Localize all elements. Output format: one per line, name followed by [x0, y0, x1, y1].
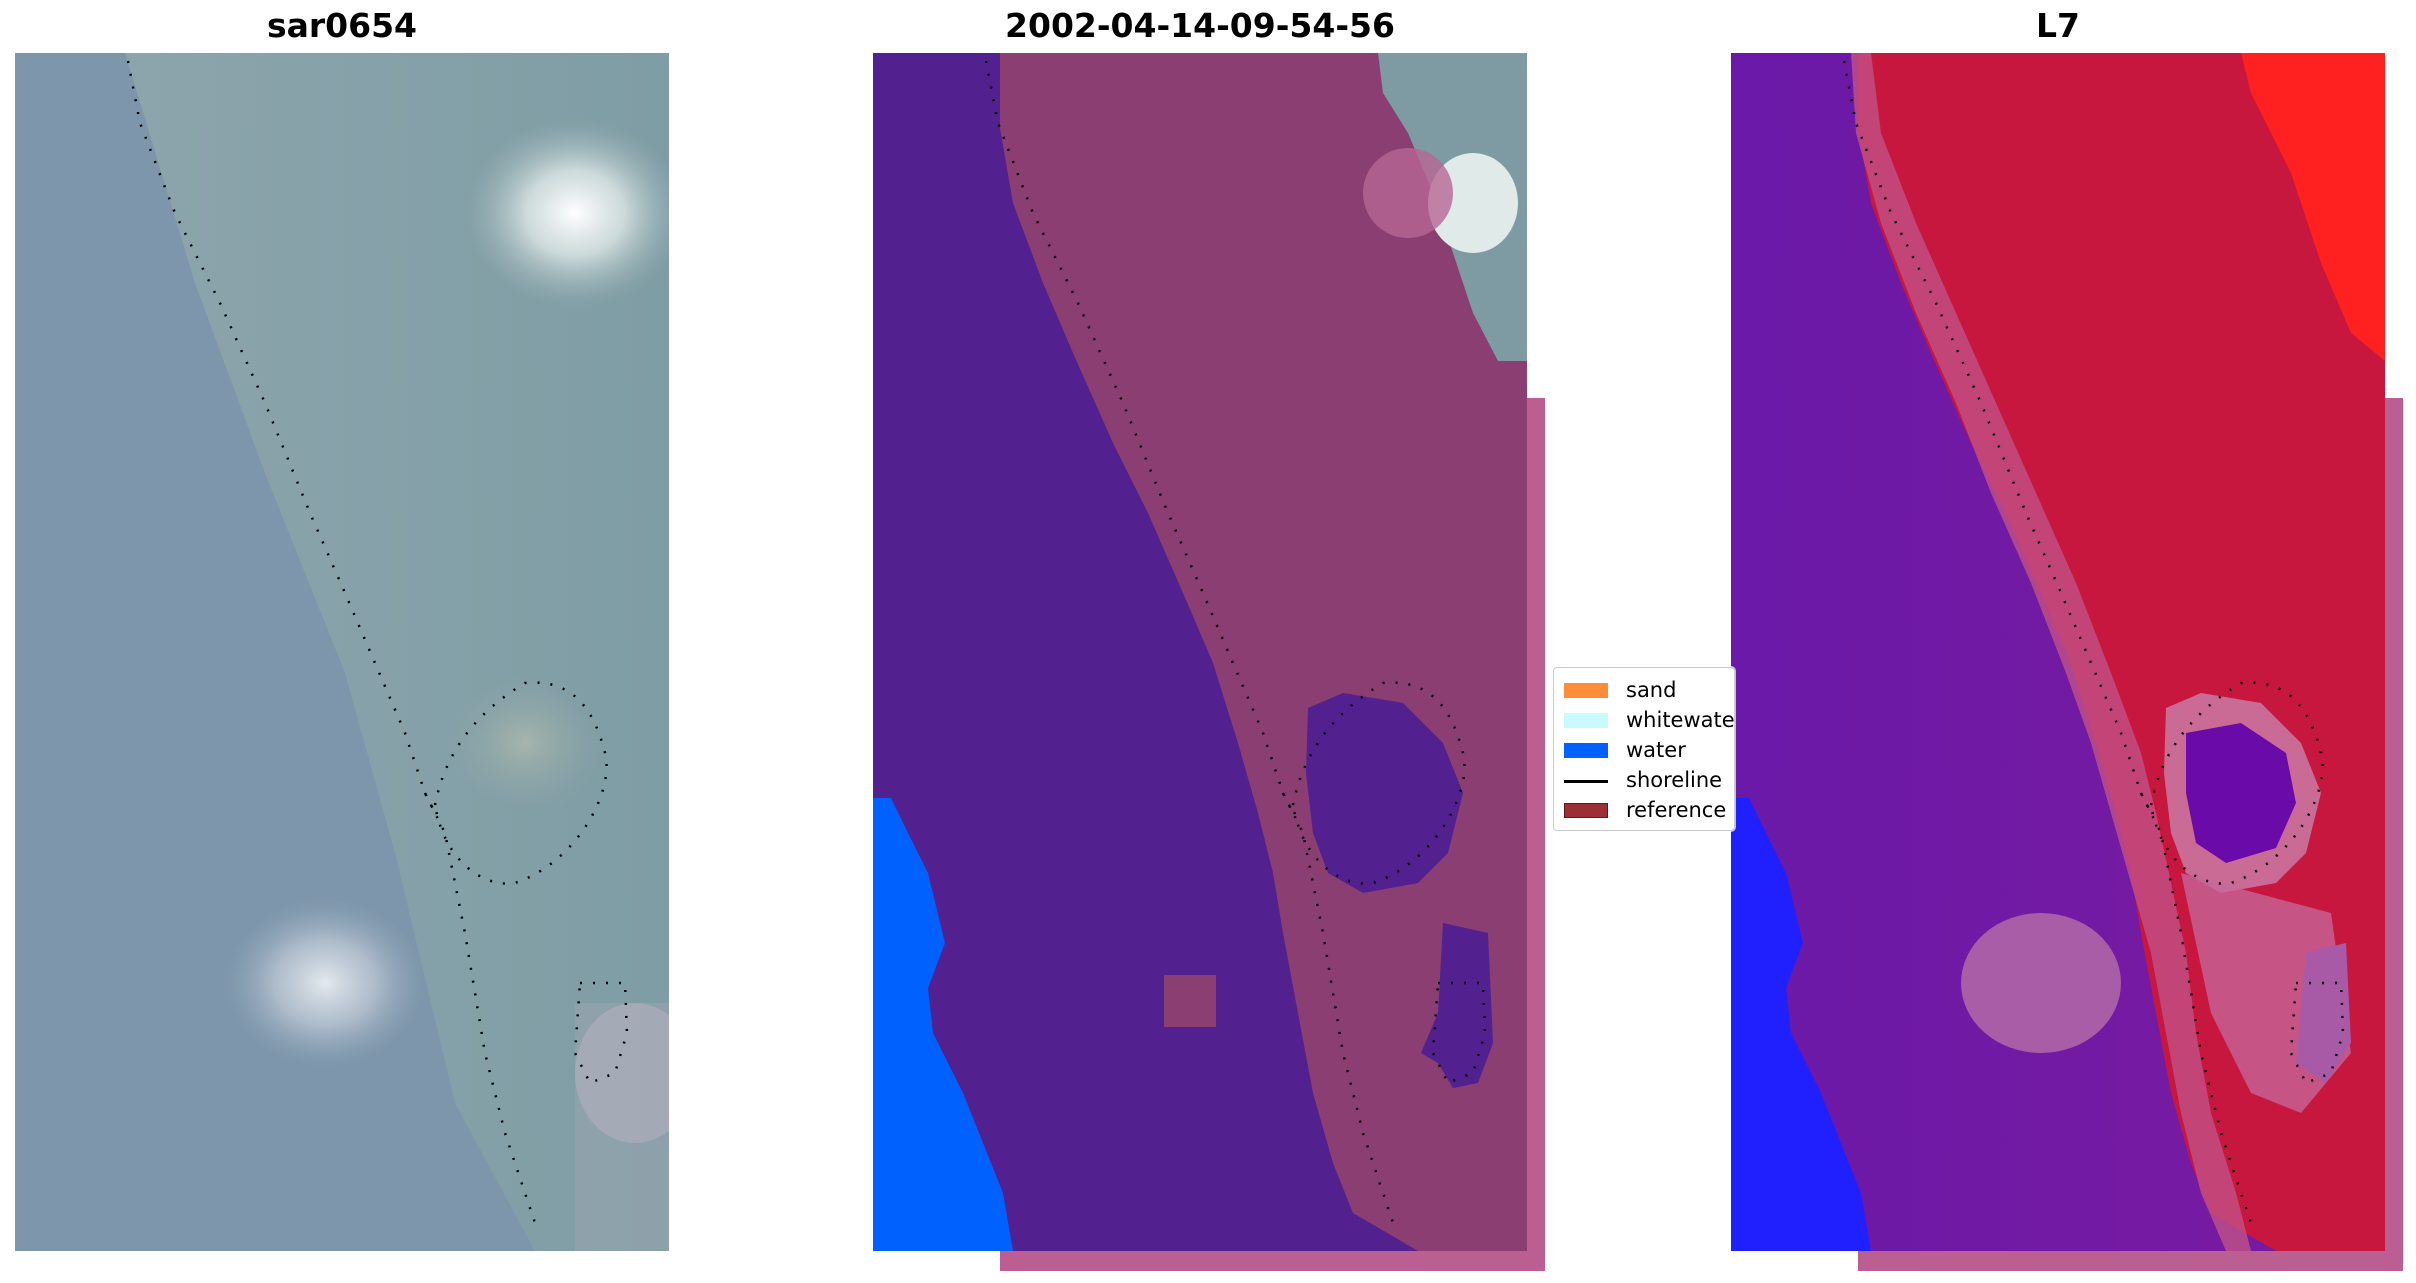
- classification-image: [873, 53, 1545, 1271]
- sand-swatch: [1564, 682, 1608, 698]
- legend-label: water: [1626, 738, 1686, 762]
- whitewater-swatch: [1564, 712, 1608, 728]
- water-swatch: [1564, 742, 1608, 758]
- legend-item-water: water: [1564, 736, 1686, 764]
- panel-title-l7: L7: [2036, 6, 2080, 45]
- shoreline-line-swatch: [1564, 773, 1608, 788]
- legend: sand whitewater water shoreline referenc…: [1553, 667, 1735, 831]
- legend-item-sand: sand: [1564, 676, 1676, 704]
- panel-title-sar0654: sar0654: [266, 6, 418, 45]
- rgb-image-panel: [15, 53, 695, 1251]
- reference-shoreline-swatch: [1564, 802, 1608, 818]
- legend-label: shoreline: [1626, 768, 1723, 792]
- l7-index-panel: [1731, 53, 2403, 1271]
- shoreline-dots-classification: [984, 60, 1487, 1224]
- shoreline-dots-l7: [1842, 60, 2345, 1224]
- rgb-image: [15, 53, 695, 1251]
- l7-index-image: [1731, 53, 2403, 1271]
- legend-label: reference shoreline: [1626, 798, 1734, 822]
- legend-label: whitewater: [1626, 708, 1735, 732]
- shoreline-dots-rgb: [126, 60, 629, 1224]
- legend-item-reference-shoreline: reference shoreline: [1564, 796, 1734, 824]
- legend-label: sand: [1626, 678, 1677, 702]
- legend-item-shoreline: shoreline: [1564, 766, 1722, 794]
- classification-panel: [873, 53, 1545, 1271]
- legend-item-whitewater: whitewater: [1564, 706, 1735, 734]
- panel-title-date: 2002-04-14-09-54-56: [1005, 6, 1395, 45]
